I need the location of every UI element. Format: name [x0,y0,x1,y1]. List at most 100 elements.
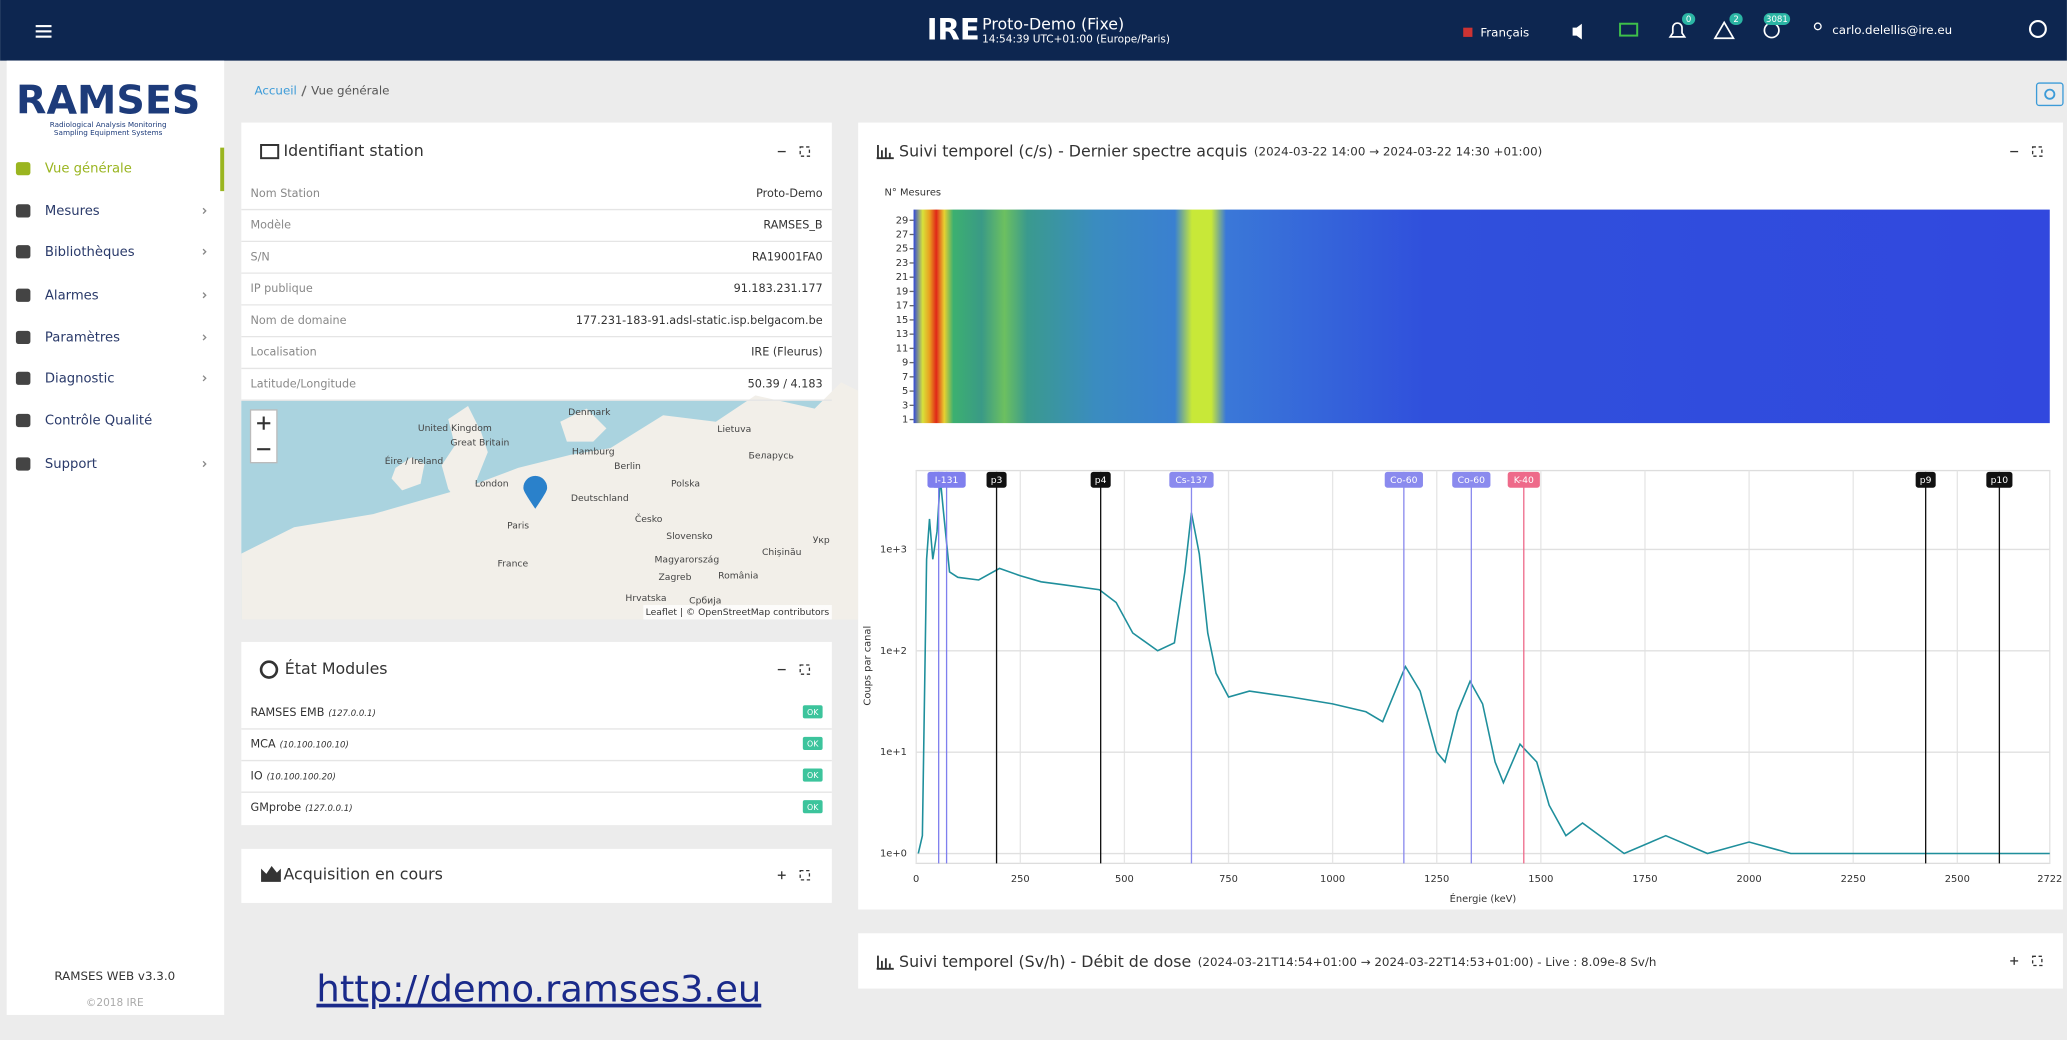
map-label: Укр [813,535,830,546]
panel-title: État Modules [285,659,388,678]
row-label: Nom de domaine [251,314,347,327]
map-label: London [475,478,509,489]
map-label: Zagreb [659,572,692,583]
menu-item[interactable]: Alarmes [45,288,99,303]
station-time: 14:54:39 UTC+01:00 (Europe/Paris) [982,34,1170,46]
row-label: IP publique [251,282,313,295]
menu-item[interactable]: Paramètres [45,329,120,345]
module-label: MCA [251,738,276,751]
map-label: Berlin [614,461,641,472]
y-tick-label: 1e+1 [880,747,907,758]
panel-title-text: Suivi temporel (Sv/h) - Débit de dose [899,952,1191,971]
settings-icon [2045,90,2054,99]
map-label: România [718,571,758,582]
waterfall-tick-label: 11 [896,343,909,354]
peak-label: p4 [1095,475,1107,486]
map-label: Chișinău [762,547,802,558]
waterfall-tick-label: 21 [896,272,909,283]
menu-item[interactable]: Vue générale [45,161,132,177]
badge-count: 2 [1733,15,1738,25]
module-label: GMprobe [251,801,302,814]
x-tick-label: 250 [1011,874,1030,885]
copyright: ©2018 IRE [86,997,144,1009]
x-tick-label: 1000 [1320,874,1345,885]
waterfall-tick-label: 17 [896,301,909,312]
waterfall-tick-label: 29 [896,215,909,226]
menu-item[interactable]: Diagnostic [45,371,115,386]
menu-icon [16,331,30,344]
user-menu[interactable]: carlo.delellis@ire.eu [1832,23,1952,37]
peak-label: Co-60 [1390,475,1417,486]
menu-icon [16,204,30,217]
waterfall-tick-label: 3 [902,400,908,411]
menu-bar [36,25,52,27]
menu-item[interactable]: Contrôle Qualité [45,412,152,428]
settings-button[interactable] [2037,83,2063,105]
menu-toggle[interactable] [36,25,52,38]
zoom-in[interactable] [263,417,265,430]
demo-url[interactable]: http://demo.ramses3.eu [316,968,761,1011]
waterfall-tick-label: 15 [896,315,909,326]
sidebar [7,61,224,1015]
active-indicator [220,148,224,191]
map-label: Great Britain [450,437,509,448]
map-label: Polska [671,478,700,489]
row-label: Nom Station [251,187,320,200]
body: IRE Proto-Demo (Fixe) 14:54:39 UTC+01:00… [0,0,2067,1040]
panel-title: Acquisition en cours [283,865,442,884]
menu-item[interactable]: Support [45,457,97,472]
row-label: Modèle [251,219,292,232]
map-label: Hamburg [572,447,615,458]
row-value: 91.183.231.177 [734,282,823,295]
map-label: Беларусь [749,451,794,462]
x-tick-label: 2250 [1841,874,1866,885]
menu-bar [36,30,52,32]
map-label: Denmark [568,407,611,418]
peak-label: I-131 [935,475,959,486]
menu-item[interactable]: Mesures [45,204,100,219]
waterfall-tick-label: 7 [902,372,908,383]
zoom-out[interactable] [257,448,270,450]
x-tick-label: 1250 [1424,874,1449,885]
panel-info: (2024-03-21T14:54+01:00 → 2024-03-22T14:… [1198,955,1657,969]
peak-label: Co-60 [1458,475,1485,486]
menu-item[interactable]: Bibliothèques [45,244,135,260]
menu-icon [16,372,30,385]
map-label: Deutschland [571,493,629,504]
map-label: Magyarország [654,555,719,566]
breadcrumb-current: Vue générale [311,83,389,97]
waterfall-tick-label: 1 [902,415,908,426]
breadcrumb-link[interactable]: Accueil [254,83,296,97]
row-value: IRE (Fleurus) [751,346,822,359]
menu-icon [16,245,30,258]
x-tick-label: 750 [1219,874,1238,885]
map-label: Hrvatska [625,593,666,604]
map-attribution: Leaflet | © OpenStreetMap contributors [646,607,830,618]
page: RAMSES {"header":{"logo":"IRE","title":"… [0,0,2067,1040]
station-title: Proto-Demo (Fixe) [982,15,1124,34]
peak-label: p9 [1920,475,1932,486]
module-label: IO [251,769,263,782]
row-value: RA19001FA0 [752,250,823,263]
row-value: 50.39 / 4.183 [748,377,823,390]
app-logo: RAMSES [16,77,200,123]
panel-title-text: Suivi temporel (c/s) - Dernier spectre a… [899,141,1247,160]
module-ip: (10.100.100.10) [280,740,349,750]
status-text: OK [807,740,819,749]
row-label: S/N [251,250,270,263]
menu-bar [36,36,52,38]
y-tick-label: 1e+2 [880,646,907,657]
panel-title: Identifiant station [283,141,423,160]
menu-icon [16,162,30,175]
language-select[interactable]: Français [1480,25,1529,39]
x-tick-label: 0 [913,874,919,885]
waterfall-tick-label: 19 [896,286,909,297]
x-tick-label: 2722 [2037,874,2062,885]
peak-label: K-40 [1514,475,1534,486]
menu-icon [16,414,30,427]
map-label: France [498,559,529,570]
y-tick-label: 1e+0 [880,849,907,860]
menu-icon [16,457,30,470]
row-label: Latitude/Longitude [251,377,357,390]
map-label: Česko [635,513,663,525]
